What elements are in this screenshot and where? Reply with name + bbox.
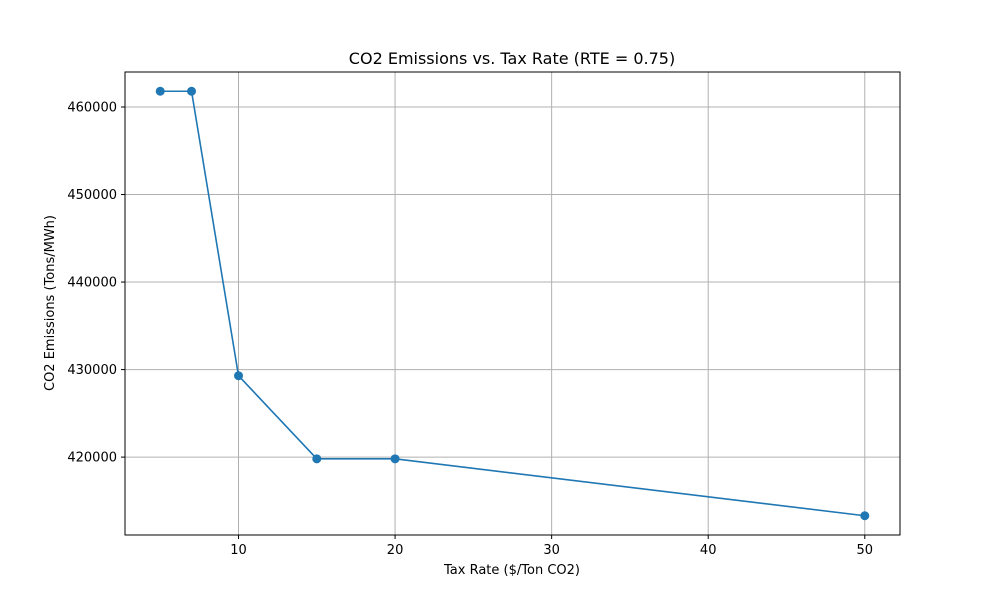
data-point — [312, 454, 322, 464]
y-tick-label: 440000 — [67, 276, 117, 291]
grid-lines — [125, 72, 900, 535]
y-axis-label: CO2 Emissions (Tons/MWh) — [43, 215, 58, 391]
data-point — [155, 86, 165, 96]
y-tick-label: 430000 — [67, 363, 117, 378]
x-tick-label: 20 — [387, 543, 404, 558]
x-tick-label: 30 — [543, 543, 560, 558]
plot-area-frame — [124, 71, 901, 536]
data-point — [187, 86, 197, 96]
y-tick-label: 420000 — [67, 451, 117, 466]
axis-ticks: 10 20 30 40 50 420000 430000 440000 450000 460000 — [67, 101, 873, 558]
y-tick-label: 460000 — [67, 101, 117, 116]
x-axis-label: Tax Rate ($/Ton CO2) — [443, 563, 580, 578]
x-tick-label: 50 — [856, 543, 873, 558]
chart-title: CO2 Emissions vs. Tax Rate (RTE = 0.75) — [349, 49, 675, 68]
series-line — [160, 90, 865, 517]
x-tick-label: 40 — [700, 543, 717, 558]
series-layer — [155, 86, 870, 521]
y-tick-label: 450000 — [67, 188, 117, 203]
x-tick-label: 10 — [230, 543, 247, 558]
data-point — [390, 454, 400, 464]
data-point — [234, 371, 244, 381]
data-point — [860, 511, 870, 521]
